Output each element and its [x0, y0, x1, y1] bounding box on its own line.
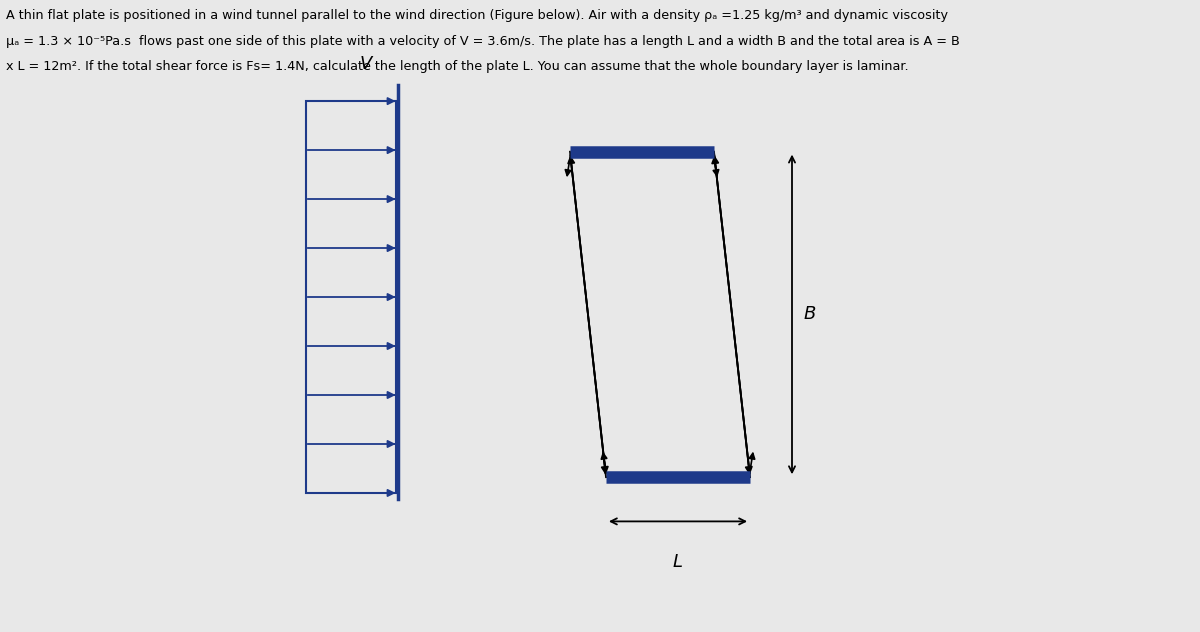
Text: L: L — [673, 553, 683, 571]
Bar — [306, 101, 396, 493]
Text: V: V — [360, 55, 372, 73]
Text: B: B — [804, 305, 816, 324]
Text: x L = 12m². If the total shear force is Fs= 1.4N, calculate the length of the pl: x L = 12m². If the total shear force is … — [6, 60, 908, 73]
Text: A thin flat plate is positioned in a wind tunnel parallel to the wind direction : A thin flat plate is positioned in a win… — [6, 9, 948, 23]
Text: μₐ = 1.3 × 10⁻⁵Pa.s  flows past one side of this plate with a velocity of V = 3.: μₐ = 1.3 × 10⁻⁵Pa.s flows past one side … — [6, 35, 960, 48]
